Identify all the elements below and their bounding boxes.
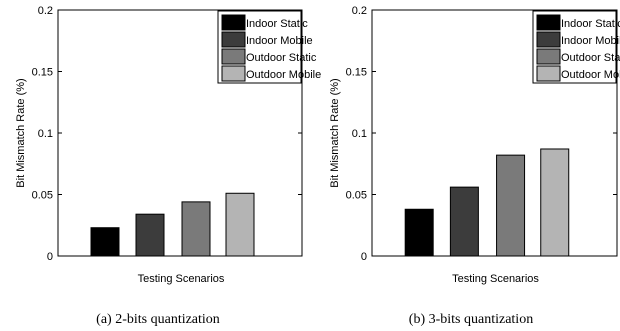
panel-b-ytick-label: 0.15	[346, 67, 367, 79]
panel-a-ytick-label: 0.1	[38, 128, 53, 140]
panel-b-legend-label-2: Indoor Mobile	[561, 35, 620, 47]
panel-b-bar-3	[496, 154, 526, 257]
panel-b-legend-swatch-2	[536, 31, 561, 48]
panel-b-bar-2	[449, 186, 479, 257]
panel-b-bar-1	[404, 208, 434, 257]
panel-a-bar-2	[135, 213, 165, 257]
panel-b-ytick-label: 0	[361, 251, 367, 263]
panel-a-x-axis-label: Testing Scenarios	[138, 273, 225, 285]
panel-b-y-axis-label: Bit Mismatch Rate (%)	[329, 78, 341, 187]
panel-a-bar-1	[90, 227, 120, 257]
panel-a-ytick-label: 0.15	[32, 67, 53, 79]
panel-a-legend-label-3: Outdoor Static	[246, 52, 317, 64]
panel-a-caption: (a) 2-bits quantization	[96, 312, 220, 327]
panel-b-ytick-label: 0.05	[346, 190, 367, 202]
panel-a-legend-swatch-2	[221, 31, 246, 48]
panel-a-bar-3	[181, 201, 211, 257]
panel-a-bar-4	[225, 192, 255, 257]
panel-b-legend-swatch-4	[536, 65, 561, 82]
panel-a-ytick-label: 0.05	[32, 190, 53, 202]
panel-b-x-axis-label: Testing Scenarios	[452, 273, 539, 285]
panel-b-ytick-label: 0.1	[352, 128, 367, 140]
panel-a-legend-label-4: Outdoor Mobile	[246, 69, 321, 81]
panel-a-legend-label-2: Indoor Mobile	[246, 35, 313, 47]
panel-a-y-axis-label: Bit Mismatch Rate (%)	[15, 78, 27, 187]
panel-a-ytick-label: 0	[47, 251, 53, 263]
panel-a-ytick-label: 0.2	[38, 5, 53, 17]
panel-b-ytick-label: 0.2	[352, 5, 367, 17]
panel-a-legend-swatch-3	[221, 48, 246, 65]
panel-b-caption: (b) 3-bits quantization	[409, 312, 533, 327]
panel-b-legend-label-3: Outdoor Static	[561, 52, 620, 64]
panel-b-legend-label-1: Indoor Static	[561, 18, 620, 30]
panel-b-legend-swatch-3	[536, 48, 561, 65]
panel-a-legend-swatch-4	[221, 65, 246, 82]
panel-a-legend-swatch-1	[221, 14, 246, 31]
panel-b-legend-label-4: Outdoor Mobile	[561, 69, 620, 81]
panel-b-legend-swatch-1	[536, 14, 561, 31]
panel-b-bar-4	[540, 148, 570, 257]
panel-a-legend-label-1: Indoor Static	[246, 18, 308, 30]
